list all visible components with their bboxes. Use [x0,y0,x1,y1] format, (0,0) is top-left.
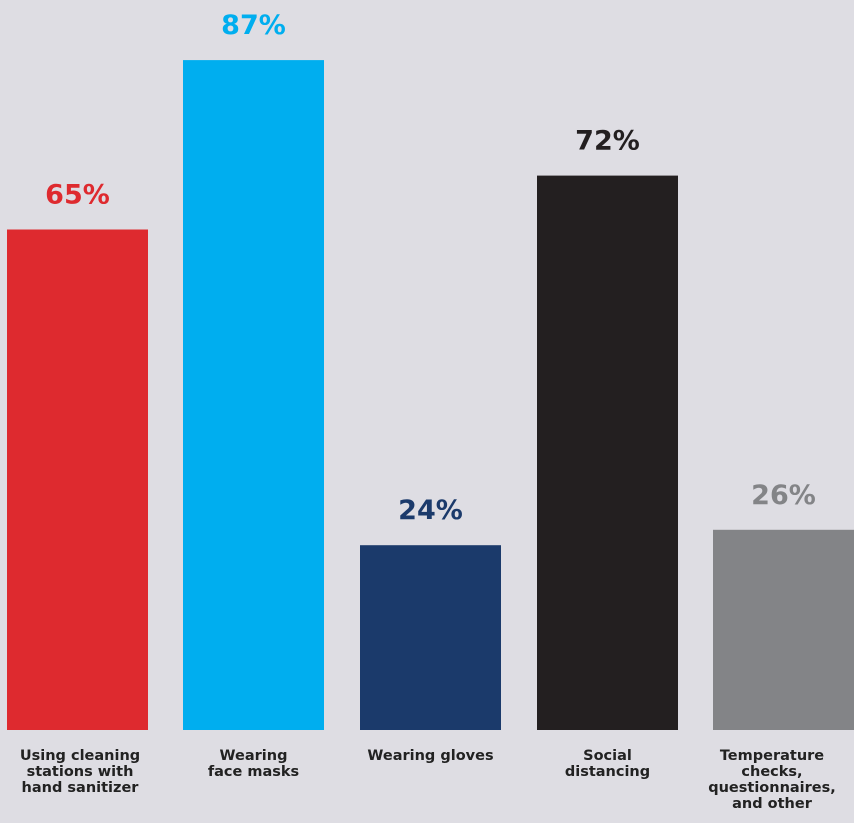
category-label-1: Using cleaning stations with hand sanitize… [0,748,160,796]
value-label-1: 65% [45,180,110,211]
category-label-5: Temperature checks, questionnaires, and oth… [692,748,852,812]
value-label-4: 72% [575,126,640,157]
category-label-line: face masks [207,764,300,780]
category-label-line: stations with [26,764,134,780]
category-label-line: Wearing gloves [367,748,494,764]
bar-2 [183,60,324,731]
category-label-2: Wearing face masks [174,748,334,780]
bar-5 [713,529,854,730]
category-label-line: Social [583,748,632,764]
value-label-3: 24% [398,495,463,526]
bar-1 [7,229,148,730]
category-label-line: questionnaires, [708,780,836,796]
category-label-line: checks, [741,764,803,780]
category-label-3: Wearing gloves [351,748,511,764]
category-label-line: Temperature [719,748,825,764]
category-label-line: Wearing [219,748,288,764]
category-label-line: hand sanitizer [21,780,139,796]
category-label-line: Using cleaning [19,748,141,764]
category-label-line: and other [732,796,812,812]
value-label-5: 26% [751,480,816,511]
category-label-line: distancing [564,764,651,780]
bar-3 [360,545,501,730]
category-label-4: Social distancing [528,748,688,780]
bar-4 [537,175,678,731]
value-label-2: 87% [221,10,286,41]
